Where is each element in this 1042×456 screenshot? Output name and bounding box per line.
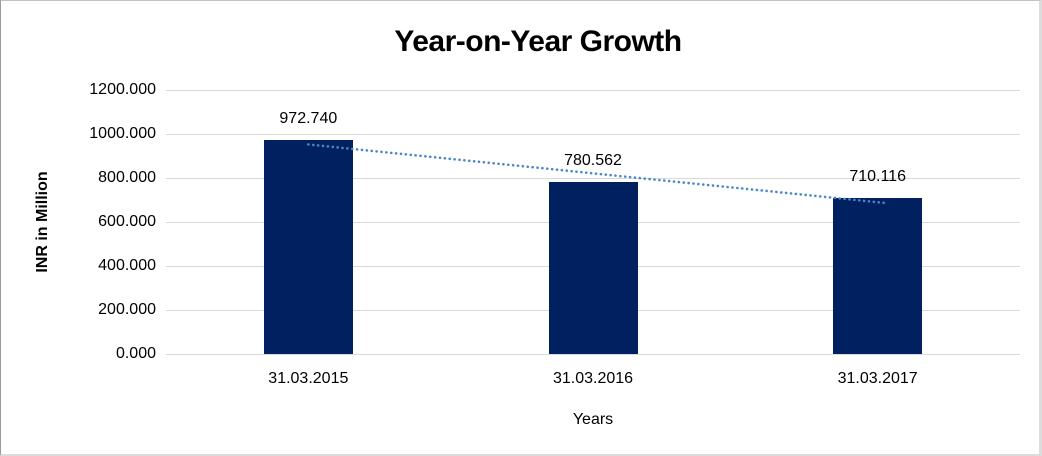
y-tick-label: 600.000 [98, 213, 156, 230]
y-tick-label: 1200.000 [89, 81, 156, 98]
y-tick-label: 200.000 [98, 301, 156, 318]
bar [833, 197, 923, 354]
gridline [166, 89, 1020, 91]
x-tick-label: 31.03.2017 [837, 370, 918, 387]
y-tick-label: 1000.000 [89, 125, 156, 142]
y-axis-title: INR in Million [34, 171, 51, 273]
x-tick-label: 31.03.2016 [552, 370, 634, 387]
bar-data-label: 972.740 [279, 110, 338, 127]
y-tick-label: 400.000 [98, 257, 156, 274]
gridline [166, 133, 1020, 135]
bar [263, 140, 353, 354]
plot-area: 972.740 780.562 710.116 [166, 89, 1020, 355]
y-tick-label: 0.000 [115, 345, 156, 362]
bar-data-label: 780.562 [564, 152, 622, 170]
x-tick-label: 31.03.2015 [268, 370, 349, 387]
bar [548, 182, 638, 354]
y-tick-label: 800.000 [98, 169, 156, 186]
chart-title: Year-on-Year Growth [394, 25, 682, 58]
gridline [166, 353, 1020, 355]
x-axis-title: Years [572, 411, 614, 428]
bar-data-label: 710.116 [849, 167, 906, 185]
